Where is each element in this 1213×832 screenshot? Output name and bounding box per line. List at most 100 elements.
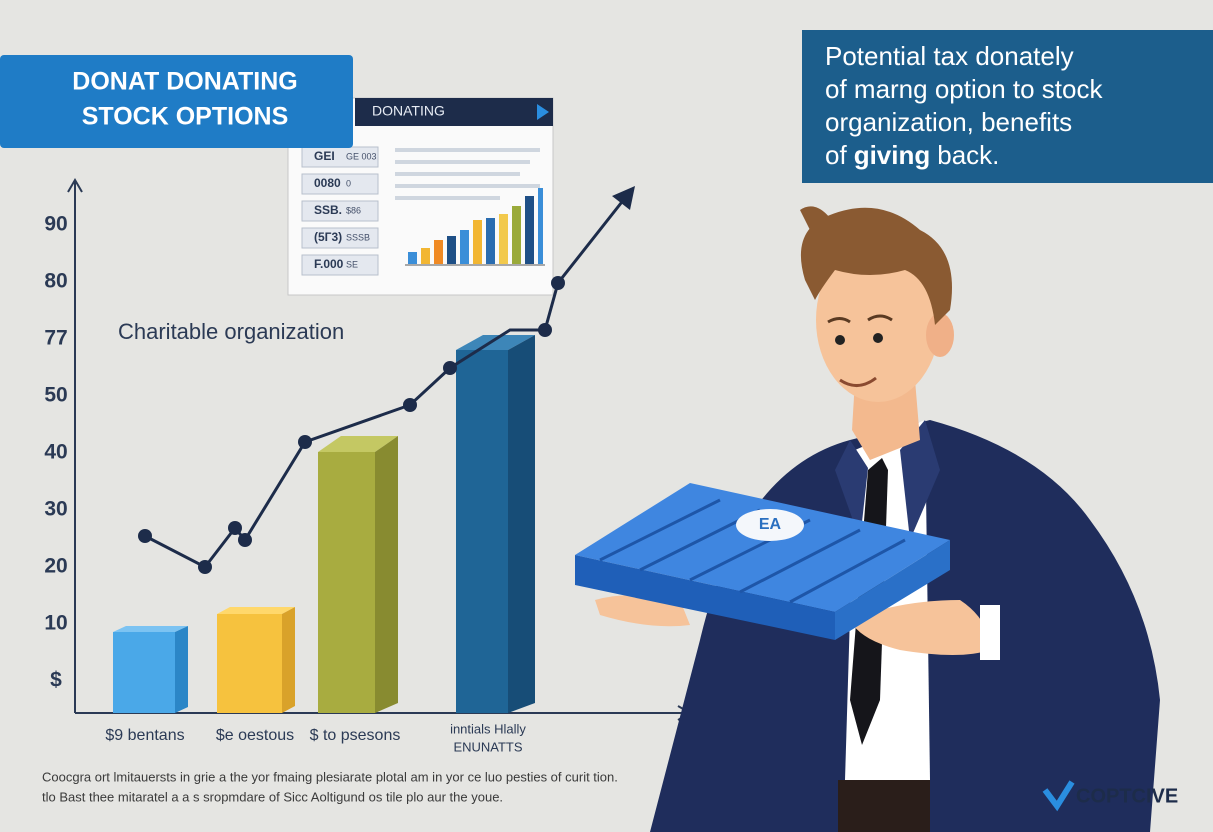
document-panel-part (473, 220, 482, 264)
person-illustration-part (873, 333, 883, 343)
badge-label: EA (759, 516, 782, 533)
trend-line-part (443, 361, 457, 375)
trend-line-part (538, 323, 552, 337)
category-label: $e oestous (216, 727, 294, 744)
document-row-label: SSB. (314, 203, 342, 217)
person-illustration-part (736, 509, 804, 541)
document-row-label: (5Г3) (314, 230, 342, 244)
chart-bars-part (175, 626, 188, 713)
person-illustration-part (827, 314, 893, 324)
person-illustration-part (835, 335, 845, 345)
trend-line-part (403, 398, 417, 412)
document-panel-part (537, 104, 549, 120)
chart-bars-part (375, 436, 398, 713)
document-panel-part (538, 188, 543, 264)
callout-line: of giving back. (825, 140, 999, 170)
title-banner (0, 55, 353, 148)
chart-bars-part (217, 607, 295, 614)
chart-bars-part (318, 452, 375, 713)
trend-line-part (198, 560, 212, 574)
person-illustration-part (599, 498, 906, 604)
chart-bars-part (282, 607, 295, 713)
document-panel-part (486, 218, 495, 264)
document-row-note: GE 003 (346, 151, 377, 161)
document-row-box (301, 173, 379, 195)
banner-line: STOCK OPTIONS (82, 103, 289, 131)
document-panel-part (512, 206, 521, 264)
y-axis-labels: 90 80 77 50 40 30 20 10 $ (44, 213, 67, 692)
chart-bars-part (318, 436, 398, 452)
trend-line-part (238, 533, 252, 547)
y-axis-label: $ (50, 669, 62, 692)
trend-line-part (298, 435, 312, 449)
footer-line: tlo Bast thee mitaratel a a s sropmdare … (42, 789, 503, 804)
document-rows: GEI GE 003 0080 0 SSB. $86 (5Г3) SSSB F.000 SE (301, 146, 379, 276)
brand-icon (1042, 780, 1075, 812)
person-illustration-part (575, 483, 950, 612)
document-row-note: SE (346, 259, 358, 269)
y-axis-label: 80 (44, 270, 67, 293)
document-panel-part (460, 230, 469, 264)
category-label: ENUNATTS (453, 739, 522, 754)
document-panel-part (421, 248, 430, 264)
footer-line: Coocgra ort lmitauersts in grie a the yo… (42, 769, 618, 784)
trend-line-part (138, 529, 152, 543)
chart-bars-part (508, 335, 535, 713)
category-label: $ to psesons (310, 727, 401, 744)
person-illustration-part (816, 238, 940, 402)
document-row-note: $86 (346, 205, 361, 215)
chart-axes-part (67, 178, 83, 193)
document-row-label: F.000 (314, 257, 344, 271)
person-illustration-part (575, 555, 835, 640)
document-panel-part (434, 240, 443, 264)
category-label: $9 bentans (105, 727, 184, 744)
y-axis-label: 40 (44, 441, 67, 464)
category-label: inntials Hlally (450, 721, 526, 736)
callout-text: of (825, 140, 847, 170)
document-panel-part (355, 98, 553, 126)
trend-line-part (551, 276, 565, 290)
trend-line (138, 186, 635, 574)
y-axis-label: 20 (44, 555, 67, 578)
chart-bars-part (217, 614, 282, 713)
trend-line-part (612, 186, 635, 210)
document-panel-part (447, 236, 456, 264)
chart-bars-part (456, 350, 508, 713)
chart-bars-part (113, 632, 175, 713)
person-illustration-part (980, 605, 1000, 660)
person-illustration-part (800, 206, 830, 240)
callout-text: back. (937, 140, 999, 170)
y-axis-label: 50 (44, 384, 67, 407)
person-illustration-part (839, 376, 877, 387)
document-row-box (301, 254, 379, 276)
document-row-note: SSSB (346, 232, 370, 242)
chart-bars-part (113, 626, 188, 632)
y-axis-label: 90 (44, 213, 67, 236)
chart-bars-part (456, 335, 535, 350)
person-illustration-part (850, 600, 990, 655)
person-illustration-part (926, 313, 954, 357)
banner-line: DONAT DONATING (72, 68, 297, 96)
callout-line: of marng option to stock (825, 74, 1103, 104)
person-illustration-part (800, 207, 952, 325)
brand-name: COPTCIVE (1076, 785, 1178, 807)
document-row-box (301, 200, 379, 222)
document-panel-part (525, 196, 534, 264)
document-panel-part (408, 252, 417, 264)
category-labels: $9 bentans $e oestous $ to psesons (105, 727, 400, 744)
y-axis-label: 10 (44, 612, 67, 635)
person-illustration (575, 206, 1160, 832)
person-illustration-part (900, 420, 940, 540)
callout-line: organization, benefits (825, 107, 1072, 137)
document-panel-part (499, 214, 508, 264)
callout-box (802, 30, 1213, 183)
callout-line: Potential tax donately (825, 41, 1074, 71)
person-illustration-part (835, 440, 868, 540)
person-illustration-part (838, 780, 930, 832)
document-row-box (301, 227, 379, 249)
chart-bars (113, 335, 535, 713)
document-row-note: 0 (346, 178, 351, 188)
